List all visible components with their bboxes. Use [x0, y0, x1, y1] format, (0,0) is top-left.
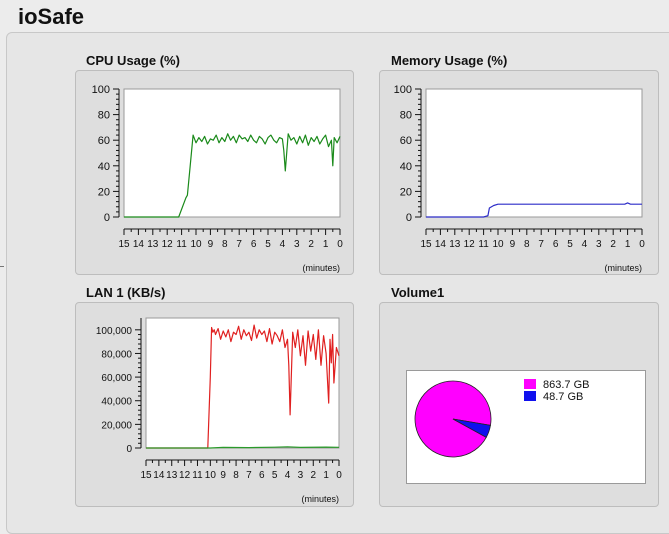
- memory-panel-title: Memory Usage (%): [391, 53, 508, 68]
- x-tick-label: 9: [510, 239, 516, 250]
- x-tick-label: 5: [567, 239, 573, 250]
- x-axis-label: (minutes): [301, 494, 339, 504]
- y-tick-label: 100: [394, 84, 412, 96]
- x-tick-label: 9: [208, 239, 214, 250]
- x-tick-label: 14: [435, 239, 447, 250]
- legend-label: 863.7 GB: [543, 379, 589, 391]
- y-tick-label: 60: [400, 135, 412, 147]
- x-tick-label: 4: [285, 470, 291, 481]
- series-line: [426, 202, 642, 218]
- lan-panel-title: LAN 1 (KB/s): [86, 285, 166, 300]
- legend-swatch: [524, 379, 536, 389]
- y-tick-label: 60: [98, 135, 110, 147]
- y-tick-label: 40,000: [101, 397, 132, 408]
- y-tick-label: 100,000: [96, 326, 133, 337]
- x-tick-label: 14: [133, 239, 145, 250]
- series-line: [146, 324, 340, 449]
- y-tick-label: 80,000: [101, 349, 132, 360]
- y-tick-label: 60,000: [101, 373, 132, 384]
- x-tick-label: 10: [492, 239, 504, 250]
- y-tick-label: 100: [92, 84, 110, 96]
- x-tick-label: 15: [420, 239, 432, 250]
- y-tick-label: 40: [98, 161, 110, 173]
- x-tick-label: 6: [259, 470, 265, 481]
- x-tick-label: 10: [190, 239, 202, 250]
- y-tick-label: 0: [126, 444, 132, 455]
- legend-swatch: [524, 391, 536, 401]
- x-tick-label: 1: [323, 239, 329, 250]
- x-tick-label: 15: [118, 239, 130, 250]
- app-title: ioSafe: [18, 4, 85, 29]
- cpu-panel-title: CPU Usage (%): [86, 53, 180, 68]
- x-tick-label: 6: [251, 239, 257, 250]
- x-tick-label: 0: [336, 470, 342, 481]
- x-tick-label: 7: [236, 239, 242, 250]
- volume-panel-title: Volume1: [391, 285, 445, 300]
- x-axis-label: (minutes): [302, 263, 340, 273]
- x-tick-label: 5: [272, 470, 278, 481]
- x-tick-label: 5: [265, 239, 271, 250]
- cpu-panel: 0 20 40 60 80 100 15 14 13 12 11 10 9 8 7 6 5 4 3 2 1 0 (minut…: [75, 70, 354, 275]
- pie-slice: [452, 418, 491, 438]
- x-tick-label: 2: [610, 239, 616, 250]
- x-tick-label: 2: [308, 239, 314, 250]
- y-tick-label: 40: [400, 161, 412, 173]
- x-tick-label: 13: [147, 239, 159, 250]
- x-tick-label: 10: [205, 470, 217, 481]
- x-tick-label: 8: [524, 239, 530, 250]
- x-tick-label: 12: [179, 470, 191, 481]
- x-tick-label: 12: [162, 239, 174, 250]
- x-tick-label: 4: [582, 239, 588, 250]
- x-tick-label: 8: [233, 470, 239, 481]
- x-tick-label: 2: [310, 470, 316, 481]
- x-tick-label: 3: [298, 470, 304, 481]
- edge-marker: [0, 266, 4, 267]
- y-tick-label: 0: [104, 212, 110, 224]
- x-tick-label: 11: [192, 470, 203, 481]
- series-line: [146, 446, 340, 449]
- x-tick-label: 3: [294, 239, 300, 250]
- x-tick-label: 13: [449, 239, 461, 250]
- x-tick-label: 14: [153, 470, 165, 481]
- y-tick-label: 20: [98, 186, 110, 198]
- y-tick-label: 0: [406, 212, 412, 224]
- lan-panel: 0 20,000 40,000 60,000 80,000 100,000 15 14 13 12…: [75, 302, 354, 507]
- x-axis-label: (minutes): [604, 263, 642, 273]
- volume-pie-card: 863.7 GB 48.7 GB: [406, 370, 646, 484]
- y-tick-label: 80: [400, 110, 412, 122]
- plot-area: [123, 88, 341, 218]
- legend-label: 48.7 GB: [543, 391, 583, 403]
- x-tick-label: 7: [538, 239, 544, 250]
- x-tick-label: 3: [596, 239, 602, 250]
- y-tick-label: 80: [98, 110, 110, 122]
- x-tick-label: 13: [166, 470, 178, 481]
- x-tick-label: 8: [222, 239, 228, 250]
- x-tick-label: 6: [553, 239, 559, 250]
- x-tick-label: 1: [625, 239, 631, 250]
- x-tick-label: 11: [176, 239, 187, 250]
- y-tick-label: 20: [400, 186, 412, 198]
- memory-panel: 0 20 40 60 80 100 15 14 13 12 11 10 9 8 7 6 5 4 3 2 1 0 (minut…: [379, 70, 659, 275]
- x-tick-label: 0: [337, 239, 343, 250]
- series-line: [124, 133, 341, 218]
- x-tick-label: 9: [220, 470, 226, 481]
- x-tick-label: 4: [280, 239, 286, 250]
- x-tick-label: 15: [140, 470, 152, 481]
- y-tick-label: 20,000: [101, 420, 132, 431]
- x-tick-label: 1: [323, 470, 329, 481]
- x-tick-label: 12: [464, 239, 476, 250]
- plot-area: [145, 317, 340, 449]
- x-tick-label: 7: [246, 470, 252, 481]
- plot-area: [425, 88, 643, 218]
- x-tick-label: 11: [478, 239, 489, 250]
- x-tick-label: 0: [639, 239, 645, 250]
